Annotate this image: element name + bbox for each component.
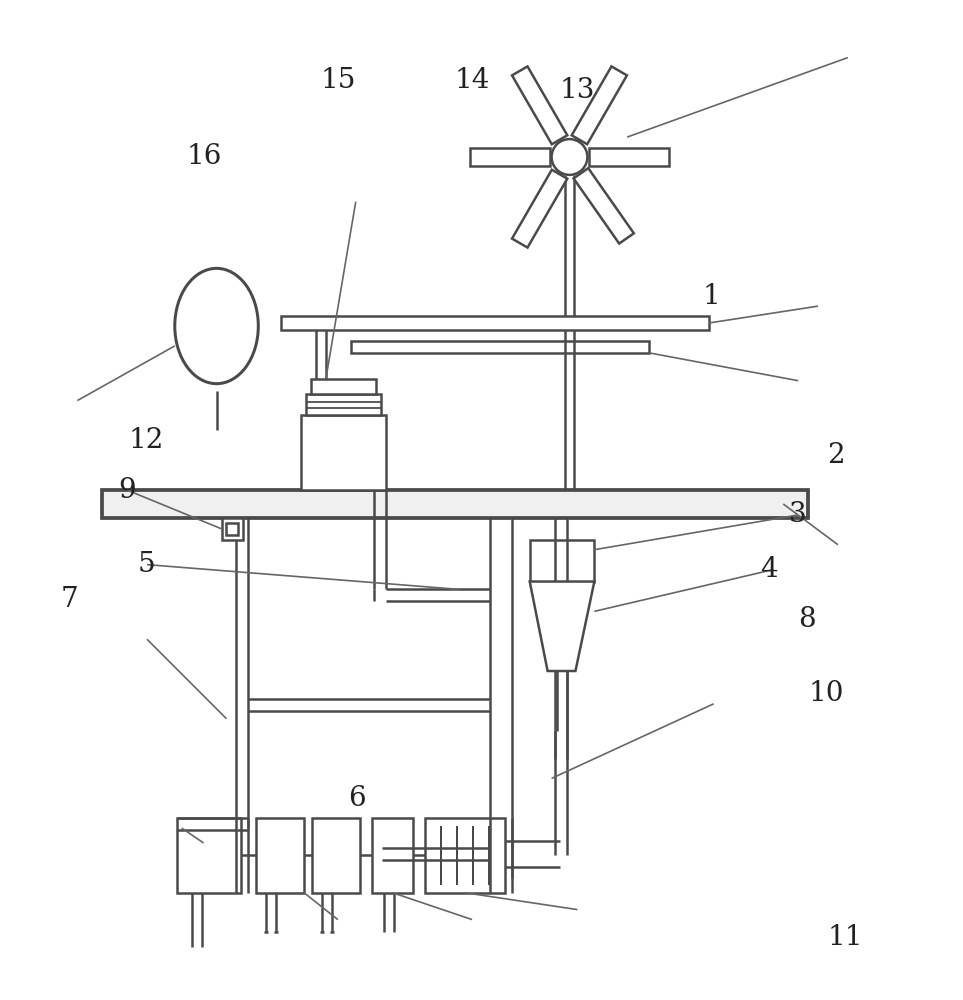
Polygon shape <box>589 148 669 166</box>
Bar <box>351 341 649 353</box>
Text: 7: 7 <box>61 586 79 613</box>
Text: 10: 10 <box>808 680 844 707</box>
Text: 6: 6 <box>349 785 366 812</box>
Bar <box>226 523 239 535</box>
Bar <box>426 818 505 893</box>
Polygon shape <box>470 148 550 166</box>
Text: 3: 3 <box>789 501 806 528</box>
Text: 2: 2 <box>827 442 845 469</box>
Circle shape <box>552 139 587 175</box>
Text: 16: 16 <box>186 143 221 170</box>
Text: 14: 14 <box>455 67 489 94</box>
Bar <box>177 818 242 893</box>
Bar <box>306 394 380 415</box>
Polygon shape <box>512 170 567 248</box>
Bar <box>312 818 360 893</box>
Text: 9: 9 <box>118 477 136 504</box>
Text: 13: 13 <box>560 77 595 104</box>
Polygon shape <box>572 66 627 144</box>
Polygon shape <box>512 66 567 144</box>
Ellipse shape <box>174 268 258 384</box>
Bar <box>221 518 244 540</box>
Bar <box>530 540 594 582</box>
Bar <box>281 316 709 330</box>
Bar <box>311 379 376 394</box>
Bar <box>256 818 304 893</box>
Text: 1: 1 <box>702 283 720 310</box>
Text: 5: 5 <box>138 551 155 578</box>
Bar <box>102 490 808 518</box>
Text: 11: 11 <box>827 924 863 951</box>
Text: 15: 15 <box>320 67 355 94</box>
Polygon shape <box>574 168 634 244</box>
Bar <box>372 818 413 893</box>
Polygon shape <box>530 582 594 671</box>
Text: 4: 4 <box>760 556 777 583</box>
Bar <box>301 415 385 490</box>
Text: 8: 8 <box>798 606 816 633</box>
Text: 12: 12 <box>129 427 164 454</box>
